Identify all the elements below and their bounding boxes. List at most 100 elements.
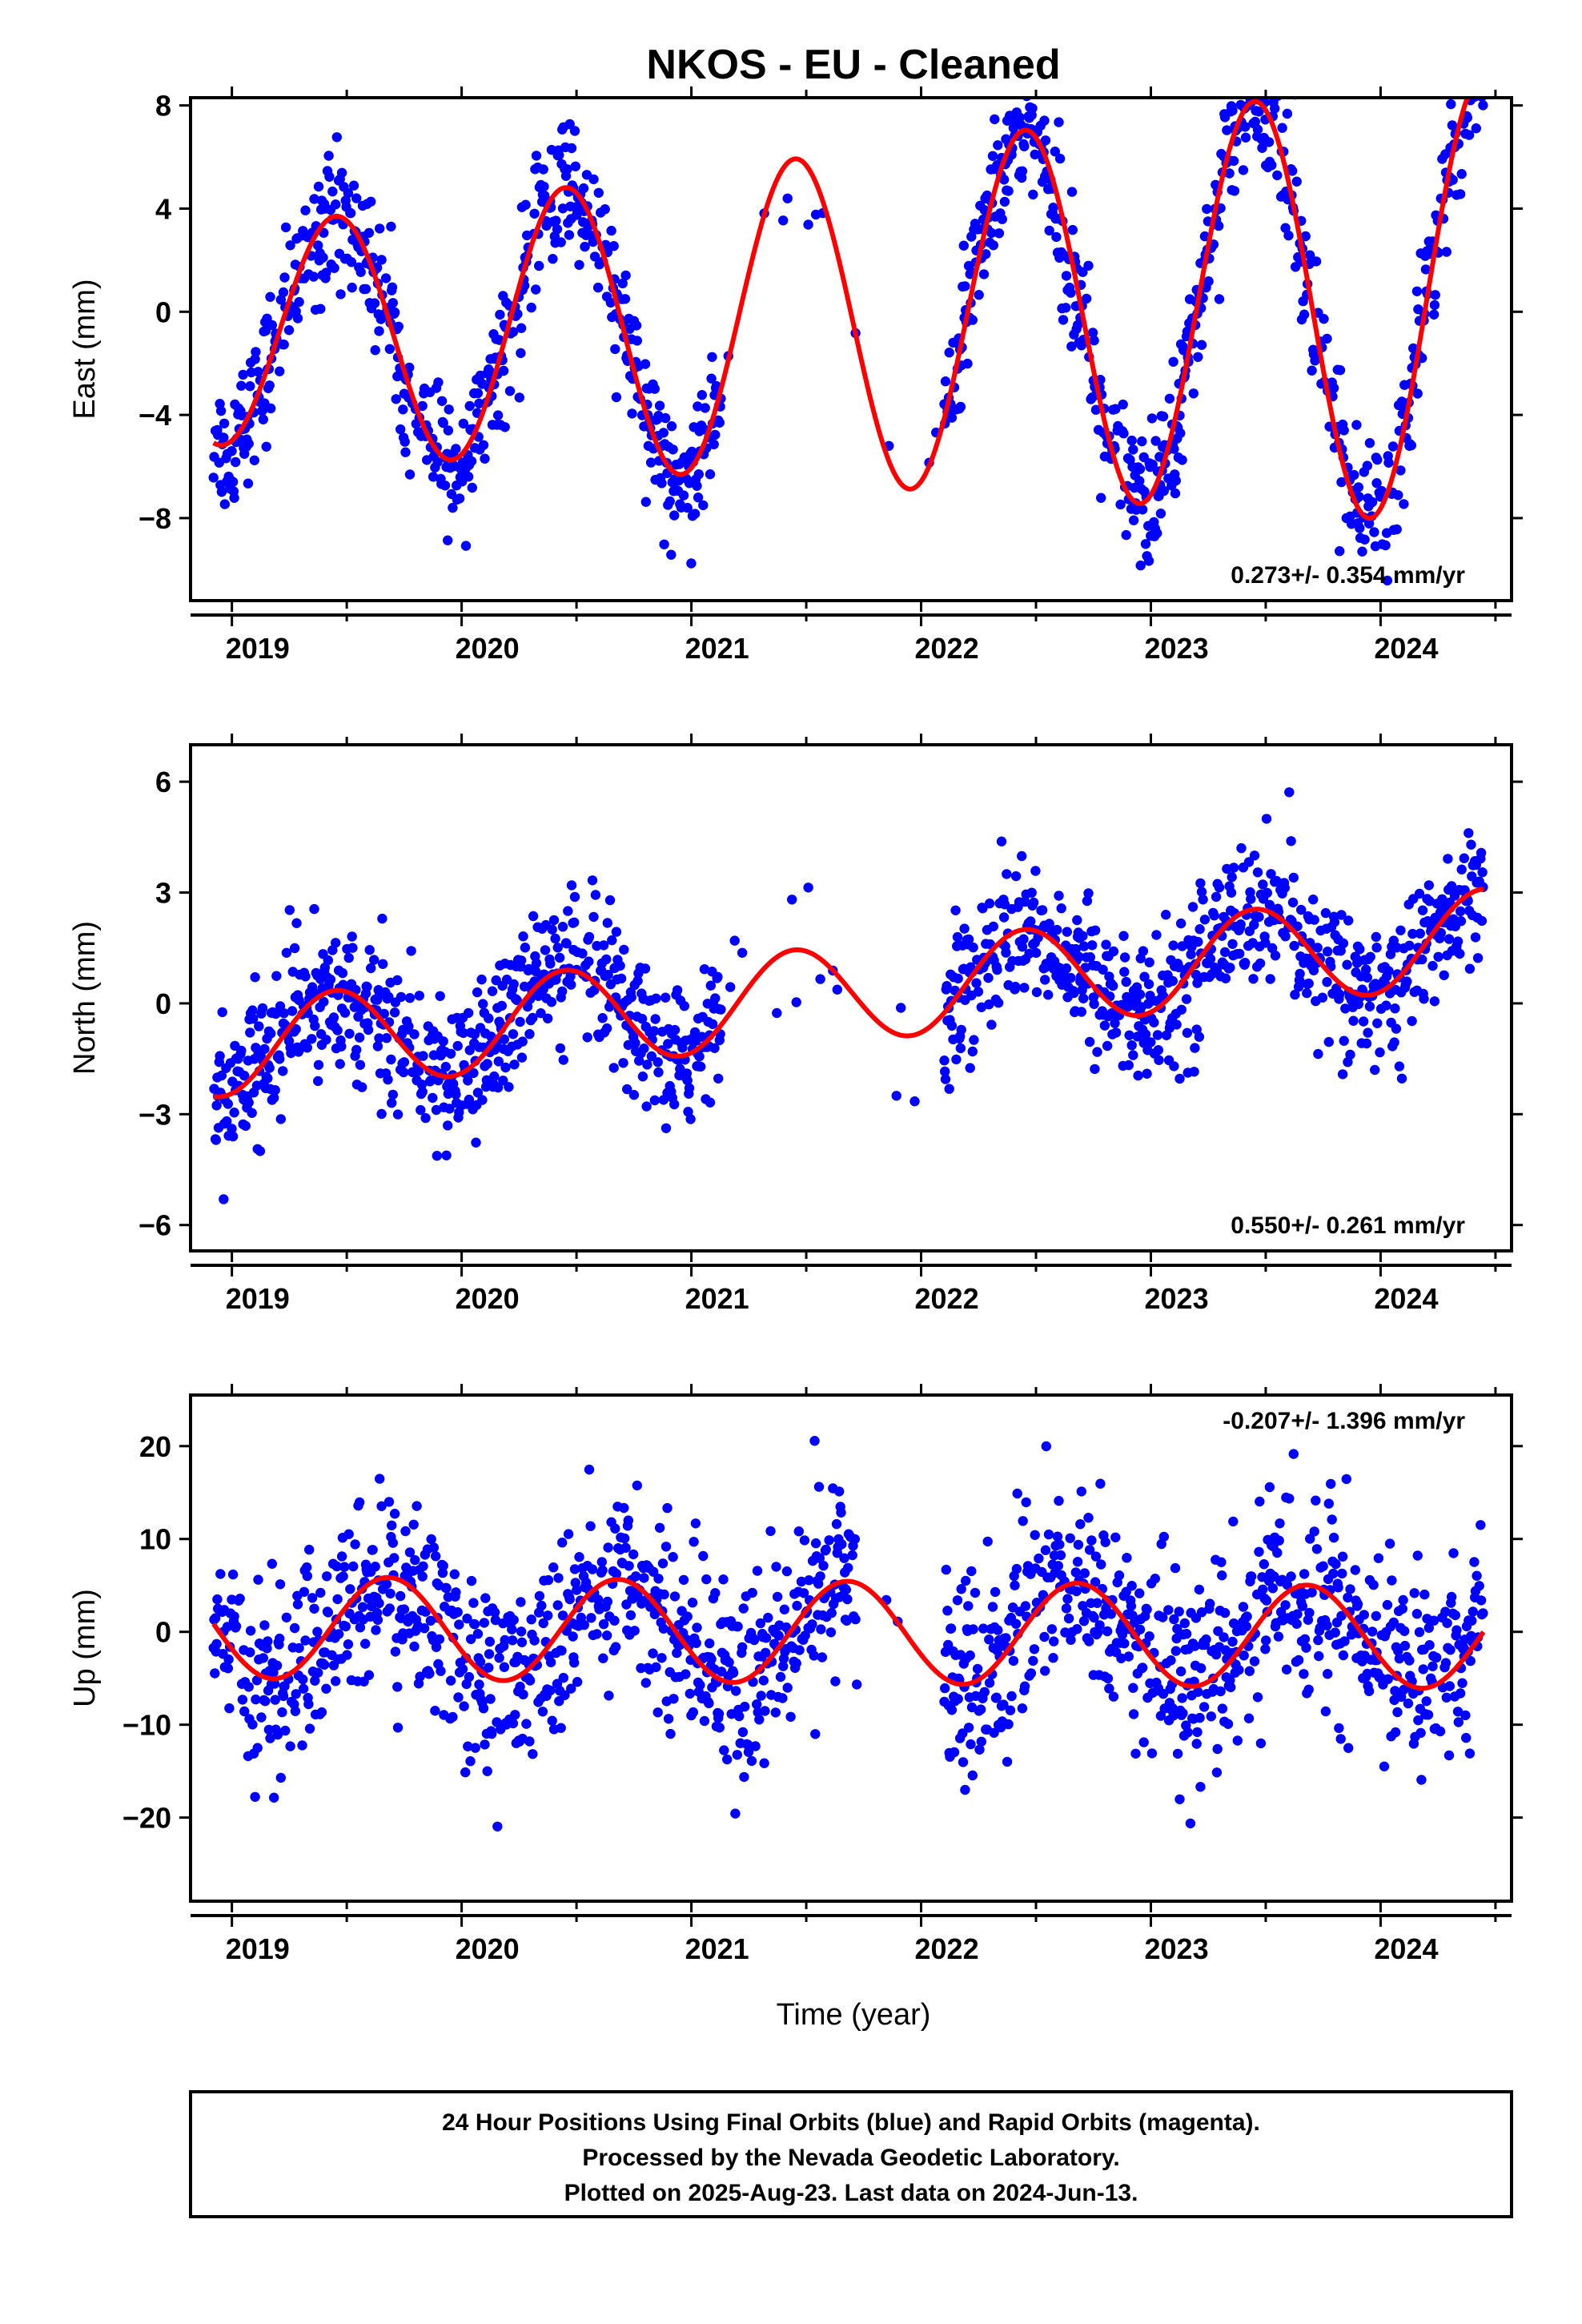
- obs-point: [1468, 1606, 1479, 1617]
- obs-point: [668, 1552, 678, 1562]
- obs-point: [974, 1744, 985, 1755]
- obs-point: [245, 1647, 255, 1658]
- obs-point: [1349, 469, 1359, 480]
- obs-point: [350, 1539, 360, 1550]
- obs-point: [529, 208, 540, 219]
- obs-point: [300, 971, 311, 982]
- obs-point: [837, 1539, 847, 1550]
- obs-point: [1017, 166, 1028, 176]
- obs-point: [1235, 919, 1246, 930]
- obs-point: [378, 959, 388, 970]
- obs-point: [315, 1587, 326, 1598]
- obs-point: [398, 1067, 409, 1078]
- obs-point: [1147, 459, 1158, 470]
- obs-point: [657, 1558, 669, 1569]
- obs-point: [345, 1584, 355, 1594]
- obs-point: [601, 1630, 612, 1641]
- obs-point: [1435, 1726, 1446, 1737]
- obs-point: [249, 455, 259, 465]
- obs-point: [1441, 1692, 1452, 1703]
- obs-point: [700, 403, 710, 413]
- obs-point: [269, 1679, 280, 1689]
- obs-point: [610, 1642, 621, 1652]
- obs-point: [949, 1747, 960, 1758]
- obs-point: [493, 1056, 504, 1067]
- obs-point: [598, 1618, 609, 1630]
- obs-point: [1337, 1551, 1348, 1562]
- obs-point: [478, 440, 489, 450]
- obs-point: [354, 1497, 365, 1508]
- obs-point: [628, 1549, 639, 1560]
- obs-point: [1079, 1568, 1090, 1578]
- obs-point: [258, 414, 268, 424]
- obs-point: [1358, 1016, 1369, 1027]
- obs-point: [725, 982, 736, 992]
- obs-point: [1126, 1040, 1137, 1051]
- obs-point: [474, 398, 484, 408]
- obs-point: [307, 1593, 318, 1603]
- obs-point: [484, 1013, 494, 1023]
- obs-point: [705, 1638, 715, 1649]
- obs-point: [1343, 915, 1354, 926]
- obs-point: [528, 911, 539, 922]
- obs-point: [410, 1554, 420, 1566]
- obs-point: [663, 1039, 673, 1049]
- obs-point: [1002, 1756, 1013, 1767]
- obs-point: [257, 1003, 268, 1014]
- obs-point: [1179, 1618, 1191, 1629]
- obs-point: [1158, 411, 1169, 422]
- obs-point: [1201, 1634, 1211, 1645]
- obs-point: [566, 880, 577, 891]
- obs-point: [348, 1561, 359, 1572]
- obs-point: [1058, 315, 1069, 325]
- obs-point: [685, 1114, 696, 1124]
- obs-point: [404, 469, 416, 480]
- obs-point: [1312, 943, 1323, 953]
- obs-point: [1140, 539, 1151, 549]
- obs-point: [294, 1642, 304, 1654]
- obs-point: [761, 1633, 772, 1643]
- obs-point: [222, 1116, 232, 1127]
- obs-point: [587, 1564, 598, 1574]
- y-tick-label: 10: [139, 1523, 171, 1556]
- obs-point: [1466, 839, 1476, 850]
- obs-point: [331, 938, 341, 948]
- obs-point: [665, 496, 675, 507]
- obs-point: [449, 1569, 460, 1579]
- obs-point: [1028, 189, 1038, 200]
- obs-point: [984, 1634, 994, 1645]
- obs-point: [969, 1035, 979, 1045]
- obs-point: [380, 273, 391, 283]
- obs-point: [1039, 1631, 1050, 1642]
- obs-point: [813, 1482, 825, 1492]
- obs-point: [1196, 887, 1207, 897]
- obs-point: [1291, 1618, 1302, 1629]
- obs-point: [424, 1668, 435, 1679]
- obs-point: [548, 254, 558, 264]
- obs-point: [476, 974, 487, 985]
- obs-point: [1069, 987, 1079, 999]
- obs-point: [374, 1598, 384, 1609]
- obs-point: [631, 320, 642, 331]
- x-tick-label: 2019: [226, 632, 290, 665]
- obs-point: [1252, 867, 1263, 878]
- obs-point: [1168, 940, 1178, 951]
- obs-point: [1214, 883, 1225, 893]
- obs-point: [1281, 1664, 1292, 1675]
- obs-point: [1072, 1557, 1083, 1567]
- obs-point: [1404, 940, 1415, 951]
- obs-point: [1441, 247, 1452, 257]
- obs-point: [663, 1714, 674, 1724]
- obs-point: [1066, 187, 1078, 197]
- obs-point: [223, 1099, 233, 1109]
- obs-point: [704, 1698, 714, 1709]
- obs-point: [609, 1615, 620, 1626]
- obs-point: [404, 1021, 414, 1032]
- obs-point: [1077, 985, 1087, 995]
- obs-point: [642, 1059, 652, 1070]
- obs-point: [1124, 1030, 1134, 1041]
- obs-point: [1205, 954, 1216, 964]
- obs-point: [458, 418, 468, 429]
- obs-point: [500, 1634, 510, 1646]
- obs-point: [399, 1604, 410, 1614]
